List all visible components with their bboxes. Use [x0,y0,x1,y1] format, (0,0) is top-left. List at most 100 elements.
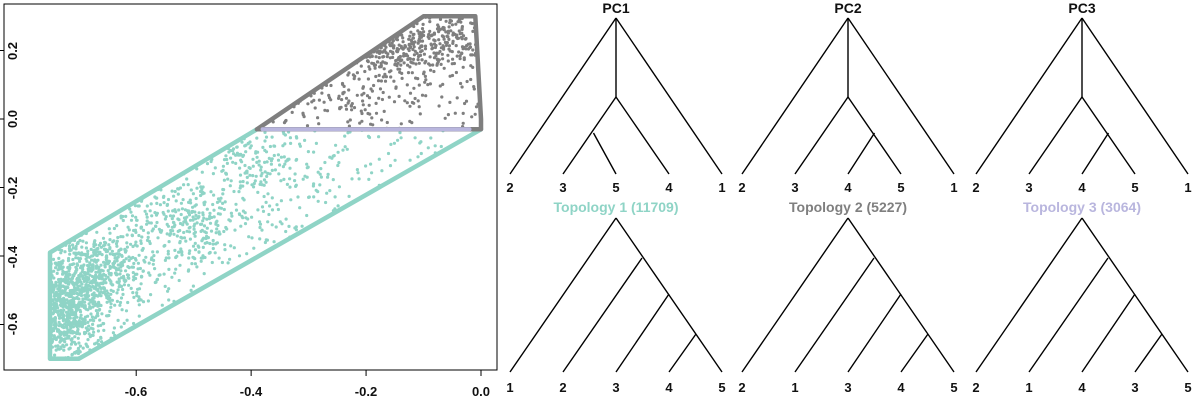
scatter-point [443,116,447,120]
scatter-point [111,265,115,269]
scatter-point [199,222,203,226]
scatter-point [90,258,94,262]
scatter-point [85,275,89,279]
scatter-point [436,23,440,27]
tree-leaf-label: 4 [665,180,673,195]
scatter-point [460,45,465,49]
scatter-point [55,271,59,275]
scatter-point [419,151,423,156]
scatter-point [461,121,465,125]
scatter-point [446,59,450,63]
scatter-point [318,172,322,176]
scatter-point [93,342,97,346]
scatter-point [463,101,467,106]
scatter-point [446,113,450,117]
scatter-point [422,72,426,76]
scatter-point [412,101,416,105]
scatter-point [263,130,267,134]
scatter-point [200,191,205,195]
scatter-point [441,82,445,86]
scatter-point [165,202,170,207]
y-tick-label: 0.0 [5,110,20,128]
scatter-point [317,98,321,102]
scatter-point [136,299,140,303]
scatter-point [262,178,267,182]
scatter-point [245,252,249,256]
scatter-point [91,322,95,326]
scatter-point [220,260,224,265]
scatter-point [435,63,439,67]
tree-branch [615,96,670,175]
scatter-point [423,44,428,48]
scatter-point [228,184,232,188]
scatter-point [174,267,178,271]
scatter-point [263,170,267,174]
scatter-point [67,306,71,310]
scatter-point [413,96,417,101]
scatter-point [88,261,92,265]
scatter-point [331,178,335,182]
scatter-point [386,151,391,156]
scatter-point [122,283,126,287]
scatter-point [109,305,113,309]
scatter-point [115,239,119,243]
tree-leaf-label: 3 [844,380,851,395]
scatter-point [367,96,372,100]
scatter-point [329,98,333,102]
scatter-point [319,175,323,179]
scatter-point [266,220,270,224]
scatter-point [316,116,320,120]
scatter-point [258,182,262,186]
scatter-point [100,340,104,344]
scatter-point [461,111,465,115]
scatter-point [352,106,357,110]
scatter-point [114,242,119,246]
scatter-point [52,283,56,287]
scatter-point [93,316,97,320]
scatter-point [428,55,432,59]
scatter-point [255,160,259,164]
scatter-point [226,177,230,181]
scatter-point [78,259,82,263]
scatter-point [374,111,379,115]
scatter-point [238,173,243,177]
scatter-point [121,218,125,223]
scatter-point [429,68,433,72]
tree-leaf-label: 4 [844,180,852,195]
scatter-point [346,120,350,124]
scatter-point [388,49,393,53]
scatter-point [408,34,412,38]
scatter-point [59,308,63,312]
scatter-point [326,172,330,176]
scatter-point [127,266,131,270]
scatter-point [214,231,218,235]
scatter-point [426,83,430,87]
scatter-point [104,292,108,296]
scatter-point [288,166,292,170]
scatter-point [119,247,123,251]
scatter-point [189,288,193,292]
scatter-point [360,119,364,123]
scatter-point [284,217,288,221]
scatter-point [265,174,269,178]
scatter-point [121,263,125,267]
scatter-point [214,220,218,225]
scatter-point [94,253,98,257]
scatter-point [139,282,143,286]
scatter-point [147,221,151,225]
scatter-point [394,85,398,89]
scatter-point [74,323,78,327]
scatter-point [208,214,212,218]
scatter-point [298,206,302,210]
scatter-point [229,148,233,153]
scatter-point [390,41,394,45]
scatter-point [408,104,412,108]
scatter-point [450,73,455,78]
scatter-point [124,257,128,261]
scatter-point [102,272,106,276]
scatter-point [279,179,283,183]
scatter-point [211,246,215,251]
scatter-point [166,197,171,202]
scatter-point [414,76,418,80]
scatter-point [52,337,56,341]
